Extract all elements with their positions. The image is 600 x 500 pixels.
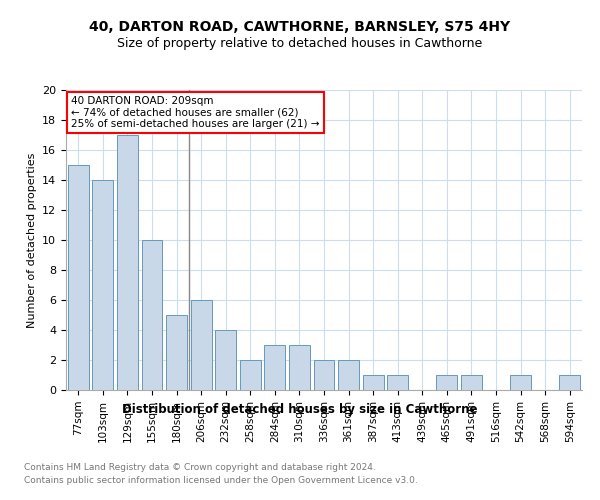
- Bar: [215, 330, 236, 390]
- Bar: [92, 180, 113, 390]
- Bar: [362, 375, 383, 390]
- Bar: [387, 375, 408, 390]
- Bar: [338, 360, 359, 390]
- Text: 40 DARTON ROAD: 209sqm
← 74% of detached houses are smaller (62)
25% of semi-det: 40 DARTON ROAD: 209sqm ← 74% of detached…: [71, 96, 320, 129]
- Bar: [289, 345, 310, 390]
- Bar: [461, 375, 482, 390]
- Text: 40, DARTON ROAD, CAWTHORNE, BARNSLEY, S75 4HY: 40, DARTON ROAD, CAWTHORNE, BARNSLEY, S7…: [89, 20, 511, 34]
- Bar: [191, 300, 212, 390]
- Text: Size of property relative to detached houses in Cawthorne: Size of property relative to detached ho…: [118, 38, 482, 51]
- Bar: [436, 375, 457, 390]
- Bar: [166, 315, 187, 390]
- Text: Contains HM Land Registry data © Crown copyright and database right 2024.: Contains HM Land Registry data © Crown c…: [24, 462, 376, 471]
- Text: Distribution of detached houses by size in Cawthorne: Distribution of detached houses by size …: [122, 402, 478, 415]
- Y-axis label: Number of detached properties: Number of detached properties: [26, 152, 37, 328]
- Bar: [265, 345, 286, 390]
- Bar: [142, 240, 163, 390]
- Text: Contains public sector information licensed under the Open Government Licence v3: Contains public sector information licen…: [24, 476, 418, 485]
- Bar: [117, 135, 138, 390]
- Bar: [314, 360, 334, 390]
- Bar: [559, 375, 580, 390]
- Bar: [68, 165, 89, 390]
- Bar: [510, 375, 531, 390]
- Bar: [240, 360, 261, 390]
